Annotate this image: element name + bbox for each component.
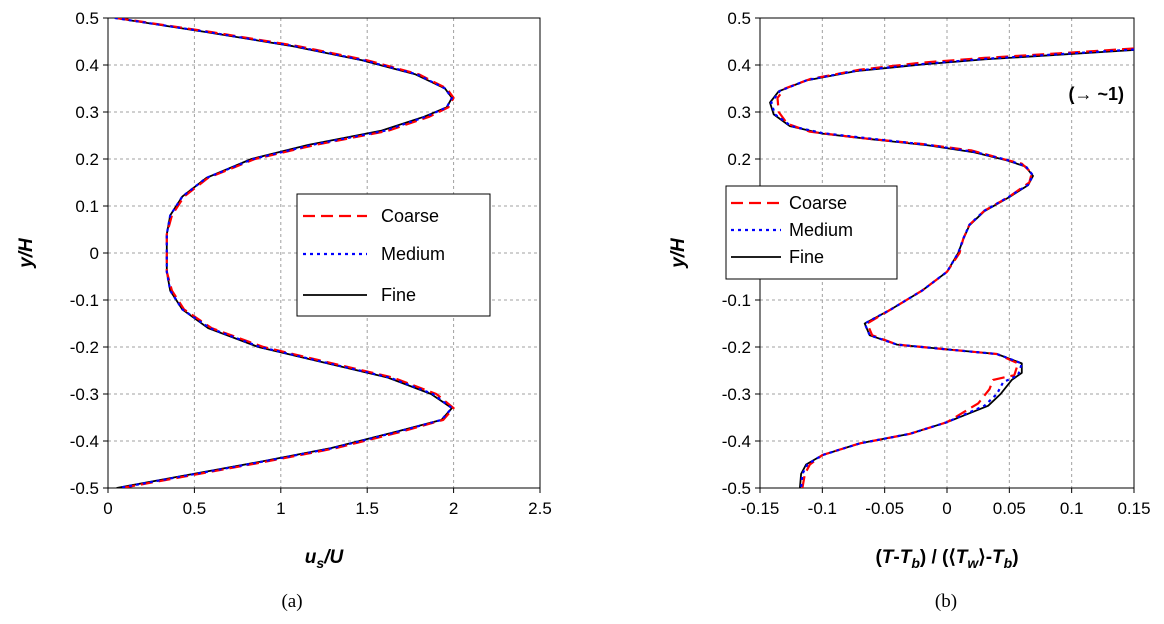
panel-caption: (b) — [935, 591, 957, 612]
y-tick-label: -0.4 — [70, 432, 99, 451]
y-tick-label: 0.2 — [727, 150, 751, 169]
y-tick-label: -0.4 — [722, 432, 751, 451]
panel-a: 0 0.5 1 1.5 2 2.5 -0.5 -0.4 -0.3 -0.2 -0.1 0 0.1 0.2 0… — [16, 9, 552, 612]
x-tick-label: -0.05 — [865, 499, 904, 518]
legend: Coarse Medium Fine — [296, 193, 491, 317]
x-tick-label: -0.1 — [808, 499, 837, 518]
x-tick-label: 2 — [449, 499, 458, 518]
y-tick-label: -0.2 — [722, 338, 751, 357]
legend-label-fine: Fine — [789, 247, 824, 267]
panel-caption: (a) — [281, 591, 302, 612]
x-tick-label: 0.05 — [993, 499, 1026, 518]
x-tick-label: 0.15 — [1117, 499, 1150, 518]
x-tick-label: 1 — [276, 499, 285, 518]
legend-box — [725, 185, 898, 280]
y-tick-label: 0 — [90, 244, 99, 263]
legend-label-coarse: Coarse — [789, 193, 847, 213]
legend: Coarse Medium Fine — [725, 185, 898, 280]
y-tick-label: -0.3 — [722, 385, 751, 404]
x-tick-label: 1.5 — [355, 499, 379, 518]
series-line-coarse — [776, 47, 1134, 488]
y-tick-label: 0.3 — [75, 103, 99, 122]
legend-label-medium: Medium — [381, 244, 445, 264]
y-tick-label: -0.1 — [70, 291, 99, 310]
x-tick-label: 2.5 — [528, 499, 552, 518]
y-axis-label: y/H — [668, 237, 689, 269]
y-tick-label: 0.5 — [727, 9, 751, 28]
annotation-label: (→ ~1) — [1068, 84, 1124, 104]
x-tick-label: 0.5 — [183, 499, 207, 518]
y-tick-label: -0.2 — [70, 338, 99, 357]
y-axis-label: y/H — [16, 237, 37, 269]
legend-label-coarse: Coarse — [381, 206, 439, 226]
series-line-medium — [770, 48, 1134, 488]
series-line-medium — [114, 18, 453, 488]
y-tick-label: -0.1 — [722, 291, 751, 310]
x-tick-label: 0 — [103, 499, 112, 518]
legend-label-medium: Medium — [789, 220, 853, 240]
x-tick-label: -0.15 — [741, 499, 780, 518]
y-tick-label: 0.5 — [75, 9, 99, 28]
y-tick-label: 0.3 — [727, 103, 751, 122]
y-tick-label: -0.5 — [70, 479, 99, 498]
y-tick-label: -0.3 — [70, 385, 99, 404]
x-tick-label: 0 — [942, 499, 951, 518]
y-tick-label: 0.4 — [75, 56, 99, 75]
y-tick-label: 0.2 — [75, 150, 99, 169]
legend-label-fine: Fine — [381, 285, 416, 305]
x-axis-label: (T-Tb) / (⟨Tw⟩-Tb) — [875, 547, 1018, 571]
y-tick-label: 0.1 — [75, 197, 99, 216]
panel-b: -0.15 -0.1 -0.05 0 0.05 0.1 0.15 -0.5 -0.4 -0.3 -0… — [668, 9, 1151, 612]
x-tick-label: 0.1 — [1060, 499, 1084, 518]
y-tick-label: 0.4 — [727, 56, 751, 75]
x-axis-label: us/U — [305, 547, 345, 571]
y-tick-label: -0.5 — [722, 479, 751, 498]
